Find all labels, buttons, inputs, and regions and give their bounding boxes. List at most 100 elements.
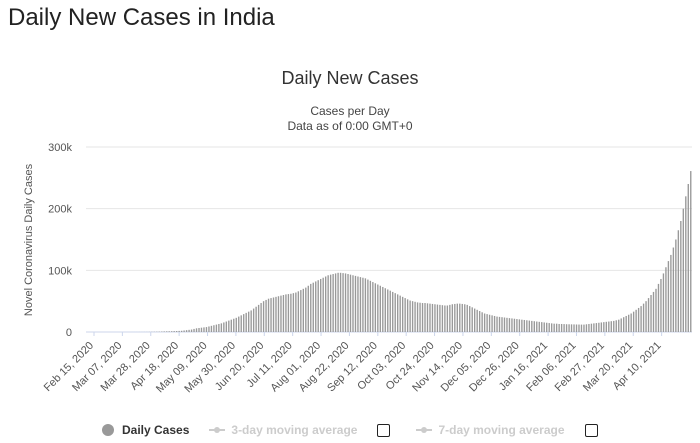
- daily-cases-bar: [550, 323, 553, 332]
- daily-cases-bar: [399, 295, 401, 332]
- daily-cases-bar: [245, 312, 247, 332]
- daily-cases-bar: [605, 321, 607, 332]
- bar-layer: [131, 171, 692, 333]
- daily-cases-bar: [570, 324, 573, 332]
- legend-item-daily-cases[interactable]: Daily Cases: [102, 423, 189, 437]
- daily-cases-bar: [277, 296, 280, 332]
- daily-cases-bar: [590, 323, 593, 332]
- daily-cases-bar: [608, 321, 610, 332]
- daily-cases-bar: [250, 310, 252, 332]
- daily-cases-bar: [200, 327, 203, 332]
- daily-cases-bar: [459, 303, 461, 332]
- daily-cases-bar: [652, 291, 655, 332]
- daily-cases-bar: [533, 321, 535, 332]
- daily-cases-bar: [178, 330, 180, 332]
- daily-cases-bar: [543, 322, 545, 332]
- daily-cases-bar: [439, 304, 441, 332]
- daily-cases-bar: [243, 314, 245, 332]
- daily-cases-bar: [449, 304, 451, 332]
- daily-cases-bar: [394, 293, 396, 332]
- daily-cases-bar: [424, 303, 426, 332]
- legend-item-7-day-average[interactable]: 7-day moving average: [416, 423, 565, 437]
- daily-cases-bar: [171, 331, 173, 332]
- checkbox-7-day-average[interactable]: [584, 423, 598, 437]
- daily-cases-bar: [474, 308, 476, 332]
- daily-cases-bar: [531, 320, 533, 332]
- daily-cases-bar: [372, 282, 374, 332]
- daily-cases-bar: [389, 290, 391, 332]
- daily-cases-bar: [240, 315, 242, 332]
- daily-cases-bar: [464, 304, 466, 332]
- daily-cases-bar: [508, 318, 511, 333]
- daily-cases-bar: [506, 317, 508, 332]
- daily-cases-bar: [270, 298, 272, 332]
- daily-cases-bar: [359, 277, 362, 332]
- daily-cases-bar: [575, 324, 578, 332]
- daily-cases-bar: [198, 327, 200, 332]
- daily-cases-bar: [377, 284, 379, 332]
- daily-cases-bar: [595, 323, 598, 332]
- daily-cases-bar: [585, 324, 588, 332]
- daily-cases-bar: [555, 323, 558, 332]
- daily-cases-bar: [685, 196, 687, 332]
- daily-cases-bar: [526, 320, 528, 332]
- daily-cases-bar: [215, 324, 218, 332]
- daily-cases-bar: [665, 267, 667, 332]
- daily-cases-bar: [367, 279, 369, 332]
- daily-cases-bar: [536, 321, 538, 332]
- daily-cases-bar: [280, 295, 282, 332]
- chart-title: Daily New Cases: [281, 68, 419, 88]
- daily-cases-bar: [456, 303, 458, 332]
- daily-cases-bar: [205, 327, 208, 332]
- daily-cases-bar: [553, 323, 555, 332]
- daily-cases-bar: [618, 319, 620, 332]
- daily-cases-bar: [322, 277, 324, 332]
- daily-cases-bar: [488, 314, 491, 332]
- line-marker-icon: [209, 427, 226, 433]
- daily-cases-bar: [593, 323, 595, 332]
- daily-cases-bar: [558, 323, 560, 332]
- daily-cases-bar: [329, 274, 332, 332]
- daily-cases-bar: [247, 311, 250, 332]
- daily-cases-bar: [491, 315, 493, 332]
- line-marker-icon: [416, 427, 433, 433]
- page-title: Daily New Cases in India: [8, 4, 275, 31]
- daily-cases-bar: [379, 285, 381, 332]
- daily-cases-bar: [431, 303, 434, 332]
- daily-cases-bar: [583, 324, 585, 332]
- legend-item-3-day-average[interactable]: 3-day moving average: [209, 423, 357, 437]
- daily-cases-bar: [446, 305, 449, 332]
- y-tick-label: 0: [66, 327, 72, 339]
- daily-cases-bar: [498, 316, 501, 332]
- daily-cases-bar: [190, 329, 193, 332]
- daily-cases-bar: [478, 311, 481, 332]
- daily-cases-bar: [374, 283, 377, 332]
- legend-label-7-day-average: 7-day moving average: [438, 423, 565, 437]
- checkbox-3-day-average[interactable]: [377, 423, 391, 437]
- daily-cases-bar: [210, 325, 213, 332]
- daily-cases-bar: [655, 288, 657, 332]
- daily-cases-bar: [354, 275, 357, 332]
- daily-cases-bar: [603, 322, 605, 332]
- daily-cases-bar: [195, 328, 198, 332]
- daily-cases-bar: [680, 221, 682, 332]
- legend-label-3-day-average: 3-day moving average: [231, 423, 358, 437]
- daily-cases-bar: [481, 312, 483, 332]
- daily-cases-bar: [255, 306, 257, 332]
- daily-cases-bar: [252, 308, 255, 332]
- legend-label-daily-cases: Daily Cases: [122, 423, 190, 437]
- daily-cases-bar: [426, 303, 429, 332]
- daily-cases-bar: [275, 296, 277, 332]
- daily-cases-bar: [315, 281, 317, 332]
- daily-cases-bar: [382, 286, 384, 332]
- daily-cases-bar: [650, 295, 652, 332]
- daily-cases-bar: [223, 322, 225, 332]
- daily-cases-bar: [623, 317, 625, 332]
- daily-cases-bar: [317, 280, 319, 332]
- daily-cases-bar: [362, 277, 364, 332]
- daily-cases-bar: [444, 305, 446, 332]
- daily-cases-bar: [203, 327, 205, 333]
- daily-cases-bar: [660, 278, 662, 332]
- daily-cases-bar: [327, 275, 329, 332]
- daily-cases-bar: [267, 298, 270, 332]
